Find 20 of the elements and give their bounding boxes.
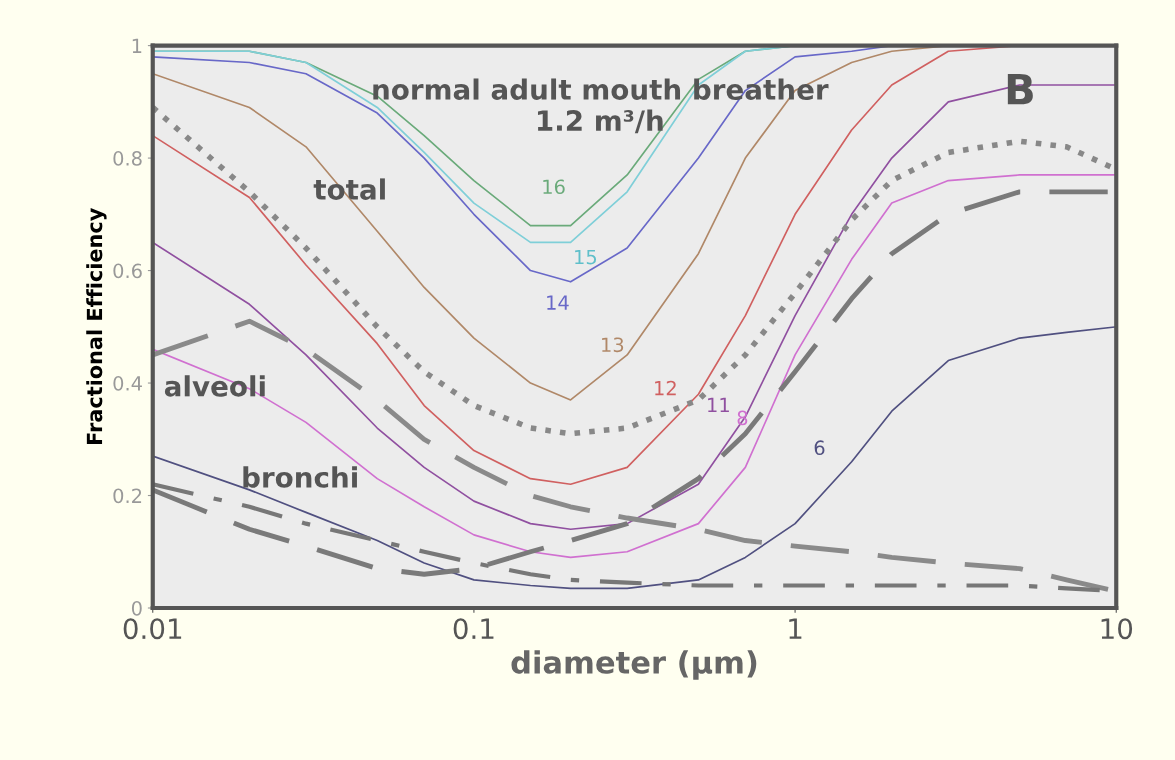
x-tick-label: 0.01: [123, 618, 182, 640]
y-tick-label: 0.2: [113, 488, 142, 504]
annotation: 15: [575, 249, 597, 265]
y-tick-label: 0: [131, 600, 142, 616]
x-tick-label: 0.1: [453, 618, 494, 640]
annotation: bronchi: [243, 466, 357, 488]
annotation: 14: [547, 295, 569, 310]
y-tick-label: 0.8: [113, 151, 142, 166]
x-tick-label: 10: [1101, 618, 1133, 640]
x-axis-title: diameter (µm): [511, 650, 757, 680]
annotation: 12: [655, 380, 676, 396]
annotation: 6: [814, 440, 825, 456]
y-tick-label: 0.4: [113, 376, 142, 391]
y-tick-label: 1: [132, 38, 142, 53]
x-tick-label: 1: [789, 618, 802, 639]
annotation: 16: [543, 179, 565, 195]
annotation: 13: [602, 337, 624, 353]
y-axis-title: Fractional Efficiency: [86, 208, 107, 444]
annotation: 11: [708, 397, 729, 413]
y-tick-label: 0.6: [113, 263, 142, 279]
